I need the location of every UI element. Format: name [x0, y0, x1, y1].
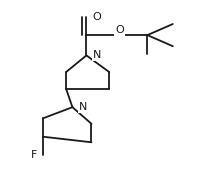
Text: N: N	[93, 50, 101, 60]
Text: O: O	[93, 12, 102, 22]
Text: N: N	[79, 102, 87, 112]
Text: F: F	[30, 150, 37, 160]
Text: O: O	[115, 26, 124, 36]
